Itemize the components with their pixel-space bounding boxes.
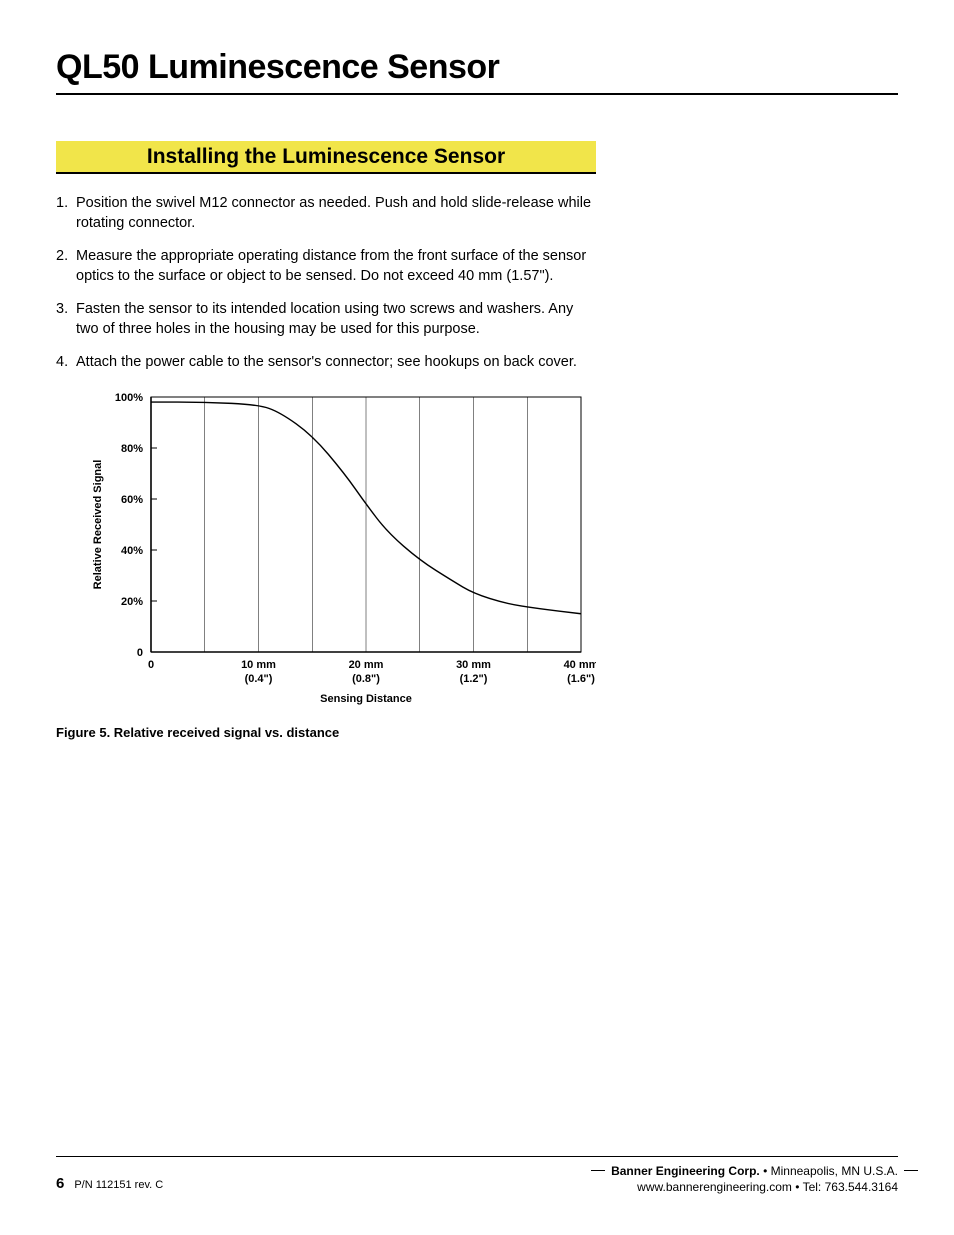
svg-text:40%: 40% — [121, 545, 143, 557]
step-number: 4. — [56, 353, 76, 373]
svg-text:Relative Received Signal: Relative Received Signal — [92, 460, 104, 590]
svg-text:(0.8"): (0.8") — [352, 673, 380, 685]
step-number: 3. — [56, 300, 76, 339]
footer-contact: Banner Engineering Corp. • Minneapolis, … — [611, 1163, 898, 1195]
svg-text:(1.6"): (1.6") — [567, 673, 595, 685]
svg-text:20 mm: 20 mm — [349, 659, 384, 671]
step-text: Measure the appropriate operating distan… — [76, 247, 596, 286]
section-header: Installing the Luminescence Sensor — [56, 141, 596, 174]
page-number: 6 — [56, 1175, 64, 1192]
svg-text:Sensing Distance: Sensing Distance — [320, 693, 412, 705]
chart-caption: Figure 5. Relative received signal vs. d… — [56, 725, 596, 740]
step-number: 1. — [56, 194, 76, 233]
svg-text:20%: 20% — [121, 596, 143, 608]
step-text: Position the swivel M12 connector as nee… — [76, 194, 596, 233]
page-footer: 6 P/N 112151 rev. C Banner Engineering C… — [56, 1156, 898, 1195]
svg-text:60%: 60% — [121, 494, 143, 506]
page-title: QL50 Luminescence Sensor — [56, 48, 898, 95]
step: 2. Measure the appropriate operating dis… — [56, 247, 596, 286]
svg-text:0: 0 — [148, 659, 154, 671]
svg-text:100%: 100% — [115, 392, 143, 404]
company-location: • Minneapolis, MN U.S.A. — [760, 1164, 898, 1178]
svg-text:0: 0 — [137, 647, 143, 659]
svg-text:80%: 80% — [121, 443, 143, 455]
svg-text:30 mm: 30 mm — [456, 659, 491, 671]
step: 3. Fasten the sensor to its intended loc… — [56, 300, 596, 339]
step: 1. Position the swivel M12 connector as … — [56, 194, 596, 233]
part-number: P/N 112151 rev. C — [74, 1179, 163, 1191]
svg-text:40 mm: 40 mm — [564, 659, 596, 671]
svg-text:(1.2"): (1.2") — [460, 673, 488, 685]
step-number: 2. — [56, 247, 76, 286]
step-text: Attach the power cable to the sensor's c… — [76, 353, 577, 373]
signal-distance-chart: 0 20% 40% 60% 80% 100% 0 10 mm (0.4") 20 mm (0.8")… — [56, 387, 596, 717]
company-contact: www.bannerengineering.com • Tel: 763.544… — [611, 1179, 898, 1195]
step-text: Fasten the sensor to its intended locati… — [76, 300, 596, 339]
chart-figure: 0 20% 40% 60% 80% 100% 0 10 mm (0.4") 20 mm (0.8")… — [56, 387, 596, 740]
svg-text:10 mm: 10 mm — [241, 659, 276, 671]
company-name: Banner Engineering Corp. — [611, 1164, 760, 1178]
install-steps: 1. Position the swivel M12 connector as … — [56, 194, 596, 373]
step: 4. Attach the power cable to the sensor'… — [56, 353, 596, 373]
svg-text:(0.4"): (0.4") — [245, 673, 273, 685]
